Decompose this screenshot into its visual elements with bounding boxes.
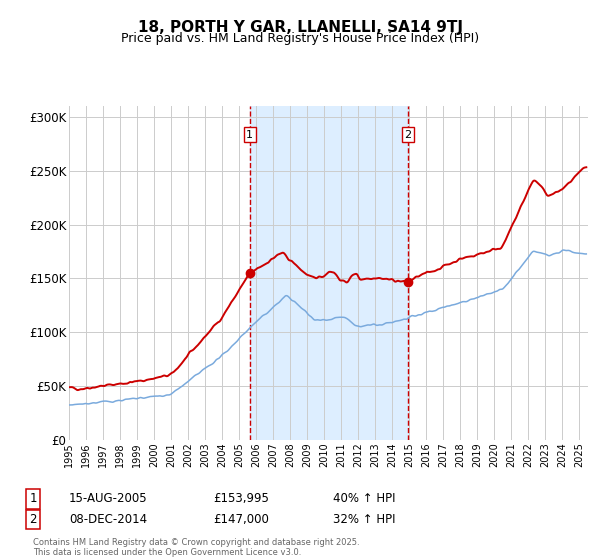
Text: 2: 2 [29, 513, 37, 526]
Text: 1: 1 [246, 130, 253, 140]
Text: Contains HM Land Registry data © Crown copyright and database right 2025.
This d: Contains HM Land Registry data © Crown c… [33, 538, 359, 557]
Bar [250, 106, 408, 440]
Text: 08-DEC-2014: 08-DEC-2014 [69, 513, 147, 526]
Text: 1: 1 [29, 492, 37, 506]
Text: 40% ↑ HPI: 40% ↑ HPI [333, 492, 395, 506]
Text: £147,000: £147,000 [213, 513, 269, 526]
Text: £153,995: £153,995 [213, 492, 269, 506]
Text: 15-AUG-2005: 15-AUG-2005 [69, 492, 148, 506]
Text: 32% ↑ HPI: 32% ↑ HPI [333, 513, 395, 526]
Text: Price paid vs. HM Land Registry's House Price Index (HPI): Price paid vs. HM Land Registry's House … [121, 32, 479, 45]
Text: 18, PORTH Y GAR, LLANELLI, SA14 9TJ: 18, PORTH Y GAR, LLANELLI, SA14 9TJ [137, 20, 463, 35]
Text: 2: 2 [404, 130, 412, 140]
